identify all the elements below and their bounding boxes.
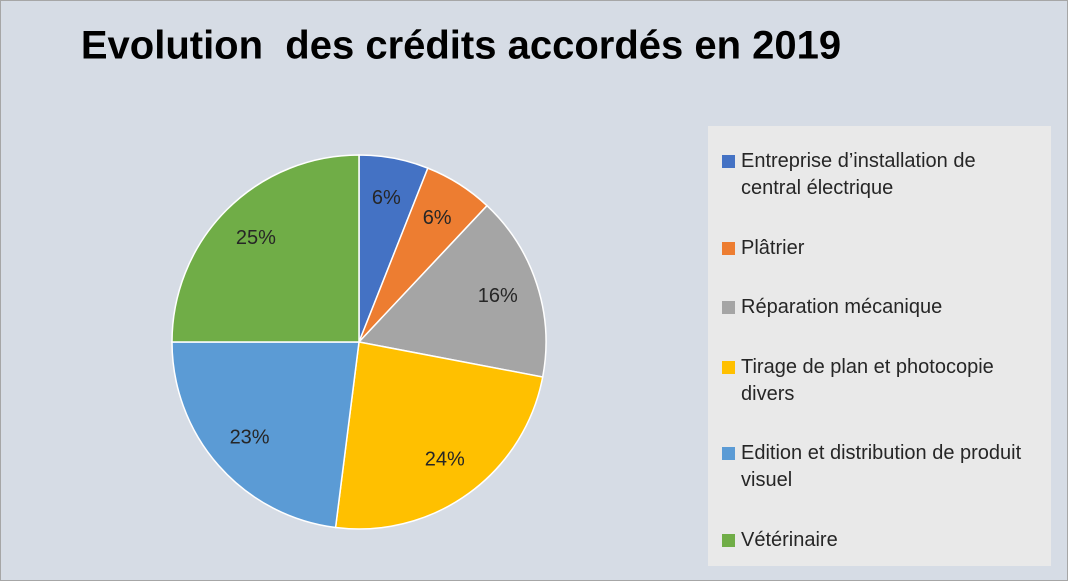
legend-item: Réparation mécanique — [722, 294, 1041, 321]
data-label: 6% — [372, 187, 401, 209]
legend-label: Tirage de plan et photocopie divers — [741, 355, 994, 405]
legend-swatch — [722, 241, 735, 255]
data-label: 6% — [423, 207, 452, 229]
data-label: 16% — [478, 285, 518, 307]
legend-item: Tirage de plan et photocopie divers — [722, 354, 1041, 408]
chart-title: Evolution des crédits accordés en 2019 — [81, 24, 841, 68]
data-label: 23% — [230, 427, 270, 449]
legend-label: Entreprise d’installation de central éle… — [741, 150, 976, 199]
legend-swatch — [722, 533, 735, 547]
pie-slice — [357, 204, 547, 378]
legend-label: Edition et distribution de produit visue… — [741, 442, 1022, 492]
legend-swatch — [722, 447, 735, 461]
pie-slice — [334, 341, 544, 530]
legend-item: Plâtrier — [722, 235, 1041, 262]
pie-slice — [171, 341, 360, 529]
legend-label: Réparation mécanique — [741, 296, 943, 319]
pie-slice — [171, 154, 360, 343]
data-label: 24% — [425, 448, 465, 470]
legend-item: Edition et distribution de produit visue… — [722, 440, 1041, 494]
legend-swatch — [722, 301, 735, 315]
legend-swatch — [722, 155, 735, 168]
legend-label: Vétérinaire — [741, 528, 838, 551]
data-label: 25% — [236, 227, 276, 249]
legend-item: Entreprise d’installation de central éle… — [722, 148, 1041, 202]
legend-label: Plâtrier — [741, 236, 805, 259]
legend: Entreprise d’installation de central éle… — [708, 126, 1051, 566]
legend-item: Vétérinaire — [722, 527, 1041, 554]
legend-swatch — [722, 360, 735, 374]
